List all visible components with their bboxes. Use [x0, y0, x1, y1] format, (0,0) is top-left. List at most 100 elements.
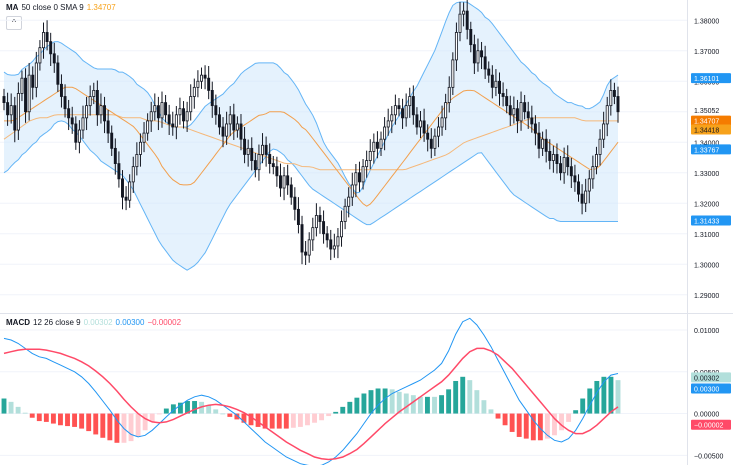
- price-axis-tick: 1.37000: [694, 49, 719, 56]
- macd-histogram-bar: [544, 413, 550, 439]
- candle-down: [171, 123, 175, 128]
- candle-down: [429, 138, 433, 149]
- macd-histogram-bar: [594, 380, 600, 414]
- macd-histogram-bar: [537, 413, 543, 441]
- candle-up: [433, 135, 437, 149]
- candle-up: [591, 166, 595, 180]
- macd-histogram-bar: [382, 388, 388, 414]
- candle-up: [153, 105, 157, 113]
- macd-histogram-bar: [43, 413, 49, 422]
- candle-down: [45, 32, 49, 43]
- macd-label-text: 0.00302: [694, 375, 719, 382]
- collapse-legend-button[interactable]: ^: [6, 16, 22, 30]
- candle-down: [2, 96, 6, 103]
- macd-histogram-bar: [587, 388, 593, 414]
- candle-down: [31, 74, 35, 88]
- macd-histogram-bar: [58, 413, 63, 426]
- candle-up: [189, 96, 193, 113]
- price-axis-tick: 1.31000: [694, 232, 719, 239]
- candle-up: [594, 154, 598, 168]
- candle-down: [569, 166, 573, 177]
- candle-up: [88, 96, 92, 107]
- candle-down: [63, 96, 67, 110]
- macd-label-tag: [691, 372, 731, 383]
- candle-down: [411, 96, 415, 116]
- candle-up: [196, 80, 200, 88]
- candle-down: [537, 132, 541, 149]
- candle-up: [146, 120, 150, 134]
- candle-down: [358, 172, 361, 183]
- macd-histogram-bar: [333, 411, 339, 414]
- macd-histogram-bar: [93, 413, 99, 435]
- candle-up: [551, 154, 555, 161]
- macd-histogram-bar: [615, 380, 621, 414]
- candle-up: [609, 90, 613, 107]
- macd-histogram-bar: [446, 389, 452, 414]
- candle-down: [580, 193, 584, 204]
- macd-histogram-bar: [580, 398, 586, 414]
- price-axis-tick: 1.38000: [694, 18, 719, 25]
- macd-histogram-bar: [516, 413, 522, 437]
- candle-up: [128, 181, 132, 201]
- candle-up: [81, 117, 85, 131]
- candle-down: [275, 166, 279, 177]
- candle-down: [167, 114, 171, 125]
- macd-histogram-bar: [403, 393, 409, 414]
- candle-down: [182, 108, 186, 122]
- candle-up: [494, 80, 498, 88]
- candle-up: [185, 111, 189, 122]
- candle-up: [174, 114, 178, 128]
- pane-divider[interactable]: [0, 313, 733, 314]
- macd-histogram-bar: [432, 396, 437, 414]
- candle-up: [541, 138, 545, 149]
- candle-up: [311, 227, 315, 241]
- macd-histogram-bar: [460, 376, 466, 414]
- price-axis-tick: 1.33000: [694, 171, 719, 178]
- candle-down: [289, 184, 293, 198]
- candle-up: [419, 120, 422, 128]
- candle-down: [573, 175, 577, 183]
- candle-up: [307, 239, 311, 256]
- price-axis-tick: 1.34000: [694, 140, 719, 147]
- candle-down: [508, 105, 512, 116]
- candle-down: [214, 105, 218, 116]
- candle-up: [602, 123, 606, 140]
- candle-down: [70, 117, 74, 125]
- macd-histogram-bar: [523, 413, 529, 439]
- candle-up: [160, 102, 164, 119]
- candle-down: [322, 221, 326, 235]
- candle-down: [67, 108, 71, 119]
- candle-up: [225, 123, 229, 137]
- macd-histogram-bar: [100, 413, 106, 438]
- candle-up: [336, 236, 340, 247]
- macd-histogram-bar: [128, 413, 134, 442]
- candle-down: [469, 28, 473, 46]
- candle-up: [77, 129, 81, 143]
- candle-down: [296, 208, 300, 226]
- macd-histogram-bar: [297, 413, 303, 427]
- candle-up: [361, 166, 365, 183]
- macd-histogram-bar: [601, 376, 607, 414]
- macd-histogram-bar: [114, 413, 120, 443]
- candle-down: [480, 50, 484, 58]
- price-label-text: 1.35052: [694, 108, 719, 115]
- macd-histogram-bar: [248, 413, 254, 426]
- candle-down: [304, 251, 308, 256]
- candle-down: [397, 105, 401, 110]
- candle-down: [375, 141, 379, 149]
- macd-legend-params: 12 26 close 9: [33, 318, 81, 327]
- ma-legend-params: 50 close 0 SMA 9: [21, 3, 84, 12]
- candle-down: [121, 178, 124, 198]
- candle-up: [192, 86, 196, 97]
- price-label-tag: [691, 73, 731, 84]
- price-axis-tick: 1.30000: [694, 262, 719, 269]
- macd-label-tag: [691, 383, 731, 394]
- candle-down: [498, 80, 501, 94]
- candle-up: [379, 138, 383, 149]
- candle-down: [117, 163, 121, 180]
- price-label-text: 1.33767: [694, 147, 719, 154]
- candle-down: [239, 123, 243, 140]
- candle-up: [451, 59, 455, 88]
- macd-histogram-bar: [79, 413, 85, 429]
